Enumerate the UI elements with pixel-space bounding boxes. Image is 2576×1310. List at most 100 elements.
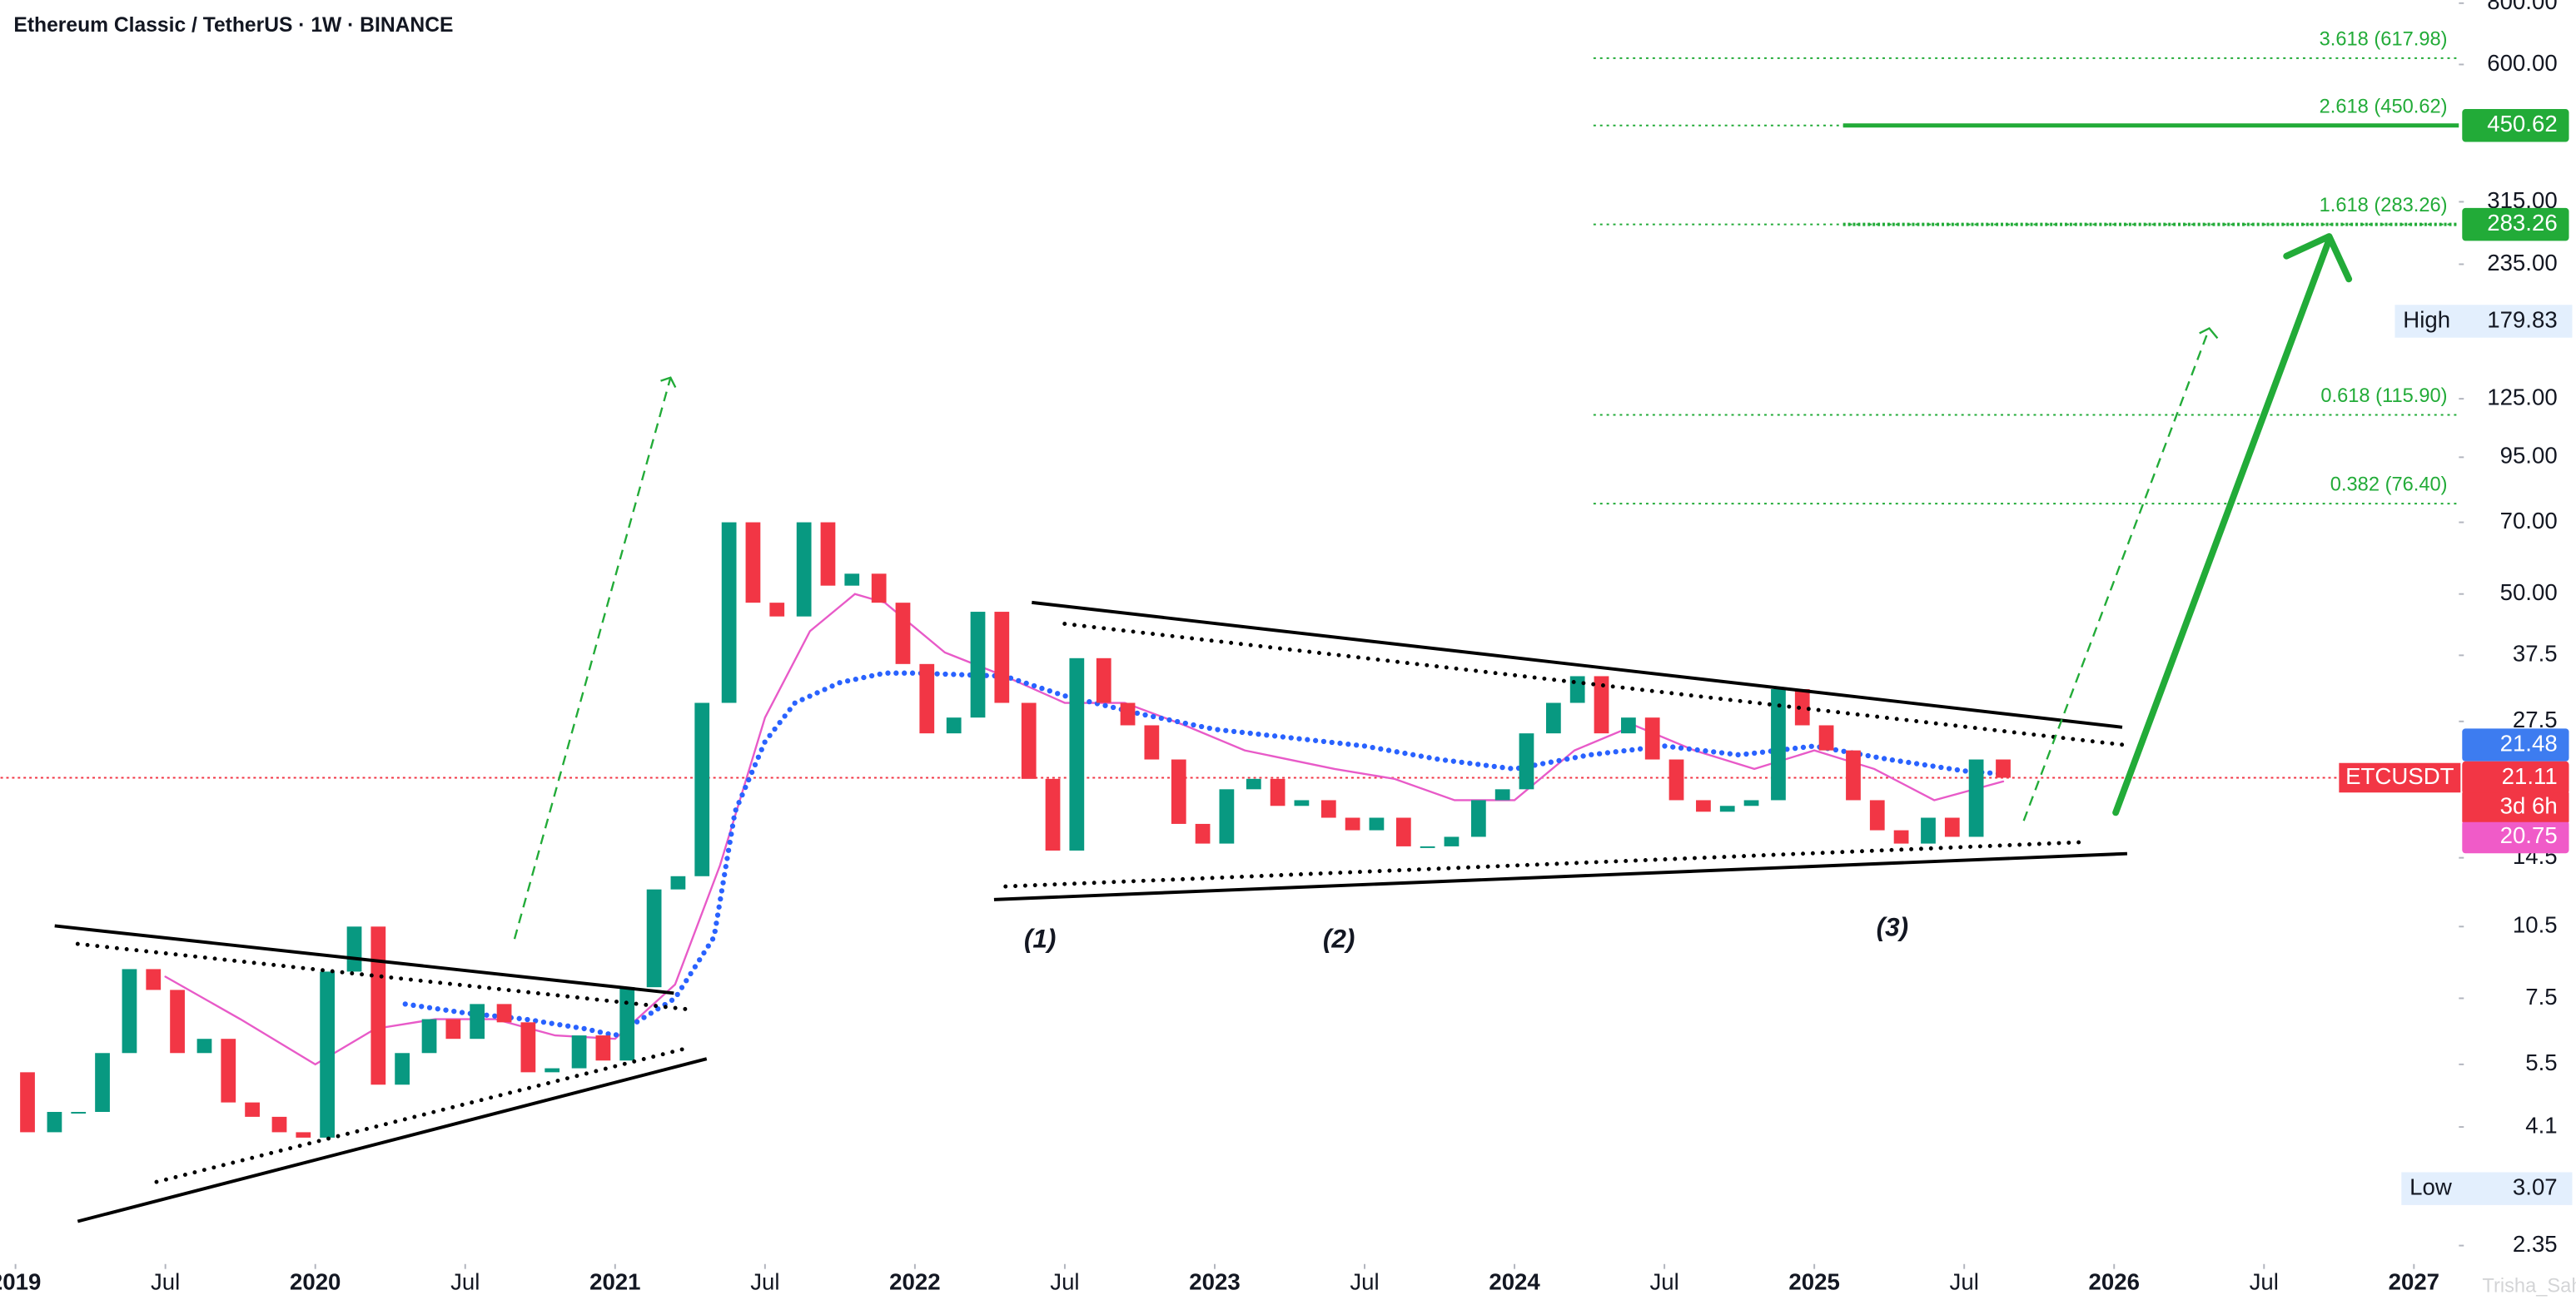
candle-body (970, 612, 986, 718)
candle-body (1246, 778, 1261, 790)
candle-body (1668, 759, 1684, 801)
y-tick-label: 50.00 (2500, 579, 2558, 605)
candle-body (820, 522, 836, 586)
countdown-label: 3d 6h (2500, 792, 2558, 818)
high-value: 179.83 (2487, 306, 2557, 332)
x-tick-label: 2019 (0, 1269, 41, 1295)
y-tick-label: 4.1 (2525, 1112, 2557, 1138)
candle-body (271, 1116, 287, 1133)
candle-body (1594, 676, 1609, 734)
candle-body (670, 876, 686, 890)
y-tick-label: 800.00 (2487, 0, 2557, 14)
trendline-dotted (75, 941, 693, 1012)
candle-body (1893, 830, 1909, 844)
trendline (54, 924, 674, 995)
x-tick-label: 2021 (589, 1269, 640, 1295)
candle-body (1696, 800, 1711, 812)
x-tick-label: Jul (450, 1269, 480, 1295)
fib-label: 0.382 (76.40) (2330, 474, 2448, 496)
candle-body (1420, 846, 1435, 848)
candle-body (796, 522, 812, 617)
candle-body (1545, 702, 1561, 734)
low-value: 3.07 (2513, 1174, 2558, 1199)
y-tick-label: 125.00 (2487, 384, 2557, 409)
candle-body (1944, 817, 1960, 837)
fib-levels: 3.618 (617.98) 2.618 (450.62) 1.618 (283.2… (1593, 28, 2459, 505)
candle-body (146, 969, 162, 990)
y-tick-label: 2.35 (2513, 1231, 2558, 1257)
price-tag-label: 21.48 (2500, 730, 2558, 756)
candle-body (1195, 823, 1211, 844)
candle-body (320, 971, 335, 1138)
candle-body (1144, 725, 1160, 760)
y-tick-label: 27.5 (2513, 707, 2558, 732)
price-tag-label: 450.62 (2487, 111, 2557, 136)
x-tick-label: Jul (1950, 1269, 1979, 1295)
x-tick-label: Jul (1649, 1269, 1678, 1295)
candle-body (1968, 759, 1984, 837)
candle-body (646, 889, 662, 988)
candle-body (346, 926, 362, 972)
candle-body (1270, 778, 1286, 806)
candle-body (1771, 688, 1786, 801)
high-tag (2394, 305, 2573, 338)
drawings (54, 233, 2353, 1223)
x-tick-label: Jul (151, 1269, 180, 1295)
candle-body (221, 1039, 236, 1103)
low-tag (2401, 1172, 2573, 1205)
price-tag (2462, 820, 2569, 854)
candle-body (1219, 789, 1235, 844)
candle-body (769, 603, 785, 617)
wave-label: (3) (1877, 912, 1909, 942)
x-tick-label: 2020 (290, 1269, 341, 1295)
candle-body (946, 717, 962, 734)
x-tick-label: Jul (1050, 1269, 1079, 1295)
price-tag-label: 20.75 (2500, 822, 2558, 848)
candle-body (470, 1004, 485, 1040)
high-caption: High (2403, 306, 2450, 332)
trendline-dotted (1003, 840, 2086, 889)
projection (513, 377, 672, 940)
candle-body (520, 1022, 536, 1073)
projection (2022, 328, 2210, 821)
x-tick-label: Jul (750, 1269, 779, 1295)
candle-body (1369, 817, 1385, 831)
candle-body (571, 1035, 587, 1069)
candle-body (95, 1053, 110, 1113)
candle-body (1519, 733, 1534, 790)
candle-body (994, 612, 1010, 703)
candle-body (1021, 702, 1037, 779)
candle-body (496, 1004, 512, 1023)
candle-body (245, 1102, 260, 1117)
plot (0, 522, 2459, 1138)
price-tag (2462, 109, 2569, 142)
wave-label: (1) (1024, 924, 1057, 954)
candle-body (545, 1068, 560, 1073)
target-arrow-head (2283, 233, 2353, 283)
candle-body (1869, 800, 1885, 831)
watermark: Trisha_Saha (2482, 1276, 2576, 1298)
x-tick-label: Jul (1350, 1269, 1379, 1295)
y-tick-label: 95.00 (2500, 443, 2558, 469)
y-tick-label: 600.00 (2487, 50, 2557, 76)
candle-body (1743, 800, 1759, 806)
candle-body (296, 1132, 311, 1138)
trendline (77, 1057, 708, 1223)
x-tick-label: 2026 (2089, 1269, 2140, 1295)
price-tag (2462, 761, 2569, 795)
fib-label: 0.618 (115.90) (2320, 385, 2447, 407)
candle-body (1171, 759, 1186, 824)
candle-body (1621, 717, 1636, 734)
candle-body (47, 1112, 62, 1133)
x-tick-label: 2025 (1788, 1269, 1839, 1295)
fib-label: 2.618 (450.62) (2320, 96, 2448, 117)
price-tag-label: 283.26 (2487, 210, 2557, 236)
symbol-label: ETCUSDT (2345, 763, 2454, 789)
candle-body (721, 522, 737, 703)
candle-body (919, 663, 935, 734)
low-caption: Low (2409, 1174, 2452, 1199)
trendline-dotted (1062, 622, 2130, 747)
trendline (1032, 600, 2123, 729)
